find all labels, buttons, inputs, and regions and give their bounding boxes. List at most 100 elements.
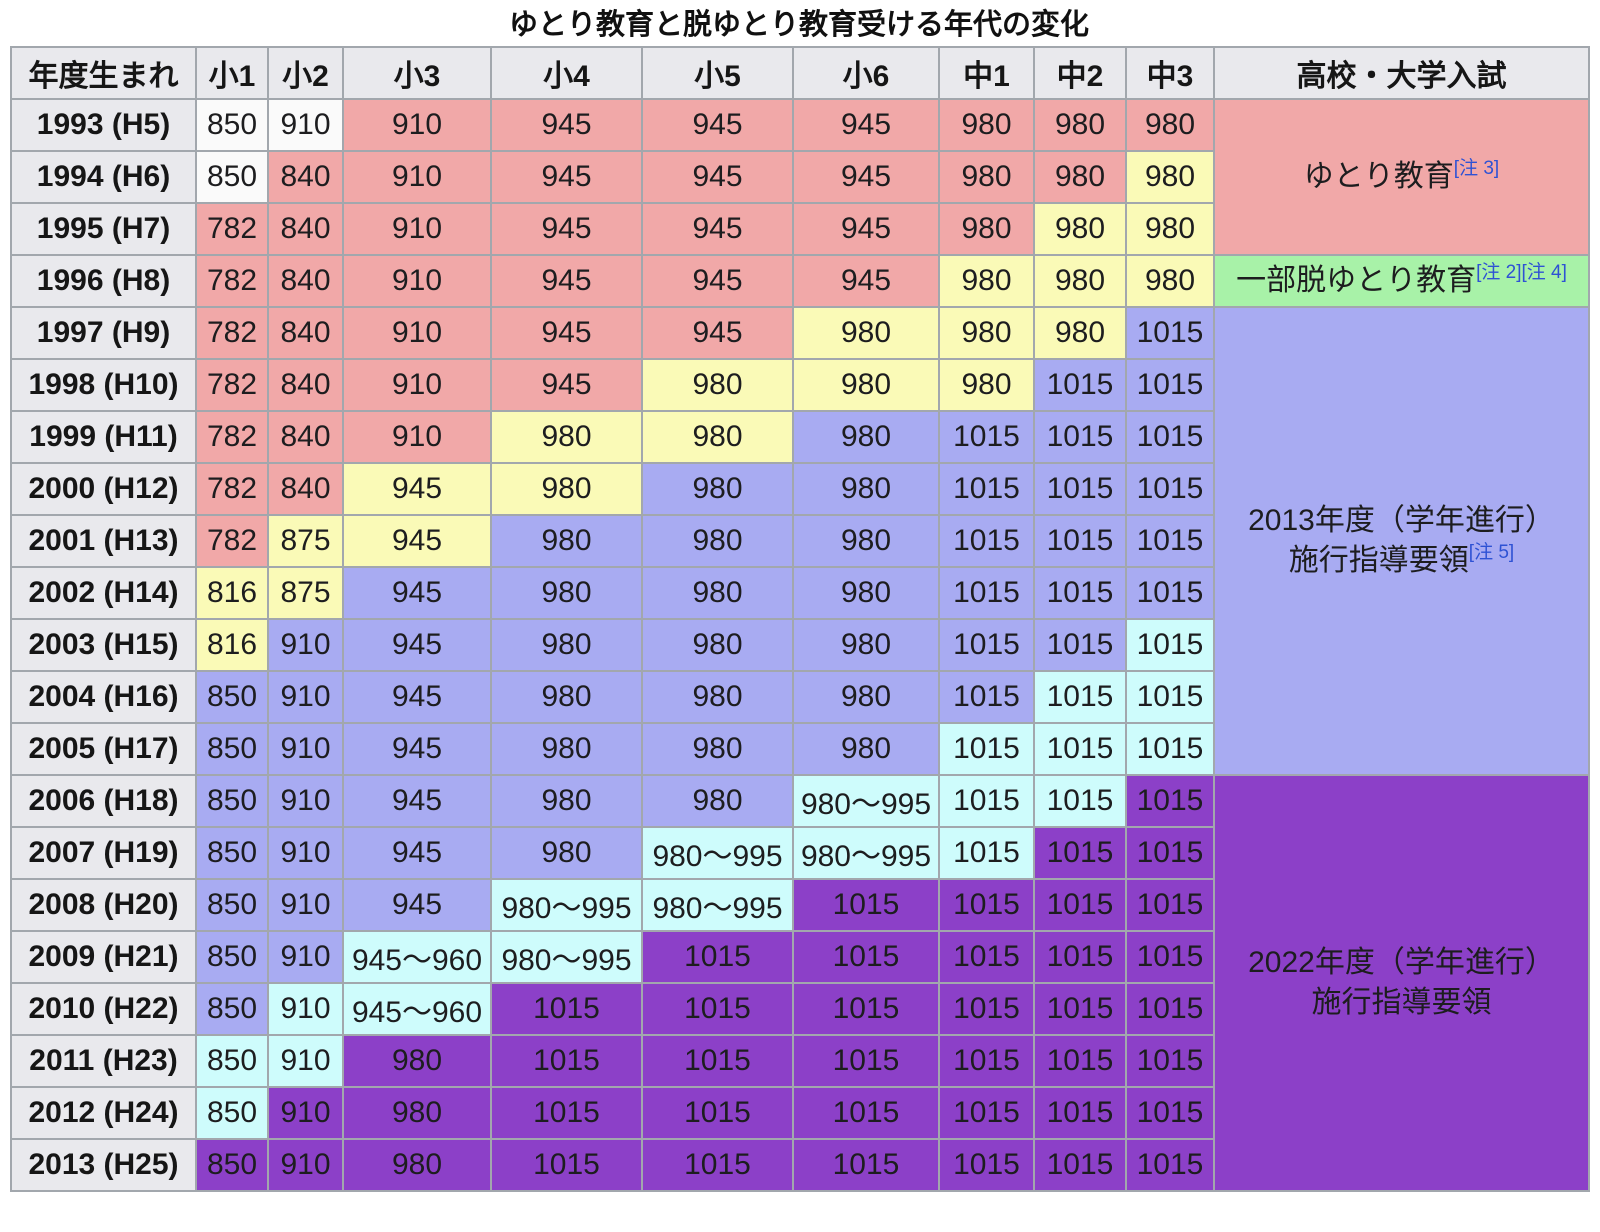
table-row: 1993 (H5) 850 910 910 945 945 945 980 980 980 ゆとり教… xyxy=(10,98,1590,256)
year-label: 1997 (H9) xyxy=(10,306,197,360)
hours-cell: 1015 xyxy=(1125,930,1215,984)
page-title: ゆとり教育と脱ゆとり教育受ける年代の変化 xyxy=(508,9,1089,41)
year-label: 2007 (H19) xyxy=(10,826,197,880)
col-header: 中3 xyxy=(1125,46,1215,100)
table-row: 1999 (H11) 782 840 910 980 980 980 1015 1015 1015 xyxy=(10,410,1589,464)
hours-cell: 840 xyxy=(267,150,344,204)
table-row: 1998 (H10) 782 840 910 945 980 980 980 1015 1015 xyxy=(10,358,1589,412)
table-row: 2011 (H23) 850 910 980 1015 1015 1015 1015 1015 1… xyxy=(10,1034,1589,1088)
hours-cell: 782 xyxy=(195,462,269,516)
hours-cell: 910 xyxy=(342,410,492,464)
hours-cell: 1015 xyxy=(1033,982,1127,1036)
hours-cell: 1015 xyxy=(641,1138,794,1192)
era-note-line: 一部脱ゆとり教育[注 2][注 4] xyxy=(1236,262,1567,297)
hours-cell: 945 xyxy=(342,462,492,516)
table-row: 2006 (H18) 850 910 945 980 980 980〜995 1015 1015… xyxy=(10,774,1590,1192)
hours-cell: 980 xyxy=(792,462,940,516)
hours-cell: 945 xyxy=(490,306,643,360)
hours-cell: 980 xyxy=(792,358,940,412)
hours-cell: 1015 xyxy=(641,1034,794,1088)
footnote-link[interactable]: [注 3] xyxy=(1453,158,1500,179)
col-header: 年度生まれ xyxy=(10,46,197,100)
hours-cell: 945 xyxy=(641,150,794,204)
hours-cell: 1015 xyxy=(792,1138,940,1192)
hours-cell: 850 xyxy=(195,1138,269,1192)
era-note: 2022年度（学年進行） 施行指導要領 xyxy=(1213,774,1590,1192)
year-label: 2004 (H16) xyxy=(10,670,197,724)
hours-cell: 1015 xyxy=(1033,1034,1127,1088)
hours-cell: 1015 xyxy=(792,982,940,1036)
hours-cell: 782 xyxy=(195,410,269,464)
hours-cell: 980 xyxy=(490,410,643,464)
era-note-line: 2013年度（学年進行） xyxy=(1248,504,1555,537)
hours-cell: 910 xyxy=(342,358,492,412)
hours-cell: 1015 xyxy=(1033,566,1127,620)
table-body: 1993 (H5) 850 910 910 945 945 945 980 980 980 ゆとり教… xyxy=(10,98,1590,1192)
hours-cell: 945 xyxy=(490,202,643,256)
footnote-link[interactable]: [注 4] xyxy=(1521,262,1567,283)
hours-cell: 980 xyxy=(938,98,1035,152)
hours-cell: 1015 xyxy=(490,1086,643,1140)
hours-cell: 910 xyxy=(267,826,344,880)
hours-cell: 910 xyxy=(267,722,344,776)
year-label: 1999 (H11) xyxy=(10,410,197,464)
hours-cell: 1015 xyxy=(641,930,794,984)
hours-cell: 1015 xyxy=(1125,306,1215,360)
era-note-line: 施行指導要領 xyxy=(1311,986,1492,1019)
hours-cell: 1015 xyxy=(938,930,1035,984)
hours-cell: 1015 xyxy=(938,1034,1035,1088)
hours-cell: 782 xyxy=(195,306,269,360)
header-row: 年度生まれ 小1 小2 小3 小4 小5 小6 中1 中2 中3 高校・大学入試 xyxy=(10,46,1590,100)
hours-cell: 910 xyxy=(267,618,344,672)
hours-cell: 945 xyxy=(641,98,794,152)
hours-cell: 1015 xyxy=(490,982,643,1036)
hours-cell: 945 xyxy=(342,670,492,724)
table-row: 1995 (H7) 782 840 910 945 945 945 980 980 980 xyxy=(10,202,1589,256)
hours-cell: 1015 xyxy=(1125,670,1215,724)
footnote-link[interactable]: [注 2] xyxy=(1476,262,1522,283)
hours-cell: 980〜995 xyxy=(792,826,940,880)
hours-cell: 850 xyxy=(195,150,269,204)
col-header: 高校・大学入試 xyxy=(1213,46,1590,100)
hours-cell: 910 xyxy=(342,150,492,204)
hours-cell: 980 xyxy=(792,514,940,568)
hours-cell: 980 xyxy=(641,618,794,672)
hours-cell: 980 xyxy=(490,514,643,568)
hours-cell: 945 xyxy=(792,202,940,256)
hours-cell: 1015 xyxy=(1033,930,1127,984)
hours-cell: 1015 xyxy=(1125,358,1215,412)
hours-cell: 910 xyxy=(267,1086,344,1140)
hours-cell: 945 xyxy=(792,254,940,308)
hours-cell: 980 xyxy=(1125,98,1215,152)
table-row: 2012 (H24) 850 910 980 1015 1015 1015 1015 1015 1… xyxy=(10,1086,1589,1140)
footnote-link[interactable]: [注 5] xyxy=(1468,542,1515,563)
hours-cell: 980 xyxy=(641,462,794,516)
hours-cell: 850 xyxy=(195,774,269,828)
year-label: 2012 (H24) xyxy=(10,1086,197,1140)
hours-cell: 840 xyxy=(267,462,344,516)
era-note: ゆとり教育[注 3] xyxy=(1213,98,1590,256)
hours-cell: 910 xyxy=(267,670,344,724)
table-row: 1997 (H9) 782 840 910 945 945 980 980 980 1015 201… xyxy=(10,306,1590,776)
hours-cell: 1015 xyxy=(938,774,1035,828)
hours-cell: 1015 xyxy=(1125,982,1215,1036)
hours-cell: 945 xyxy=(792,150,940,204)
hours-cell: 850 xyxy=(195,1086,269,1140)
table-row: 1996 (H8) 782 840 910 945 945 945 980 980 980 一部脱ゆ… xyxy=(10,254,1590,308)
hours-cell: 1015 xyxy=(938,826,1035,880)
hours-cell: 850 xyxy=(195,878,269,932)
hours-cell: 910 xyxy=(267,774,344,828)
hours-cell: 1015 xyxy=(641,982,794,1036)
hours-cell: 910 xyxy=(342,254,492,308)
hours-cell: 945 xyxy=(490,358,643,412)
hours-cell: 1015 xyxy=(641,1086,794,1140)
hours-cell: 980 xyxy=(490,722,643,776)
hours-cell: 980 xyxy=(490,826,643,880)
hours-cell: 945〜960 xyxy=(342,982,492,1036)
hours-cell: 980 xyxy=(641,670,794,724)
hours-cell: 980 xyxy=(641,410,794,464)
hours-cell: 980 xyxy=(938,358,1035,412)
table-row: 2008 (H20) 850 910 945 980〜995 980〜995 1015 101… xyxy=(10,878,1589,932)
hours-cell: 910 xyxy=(267,1138,344,1192)
hours-cell: 980 xyxy=(490,670,643,724)
